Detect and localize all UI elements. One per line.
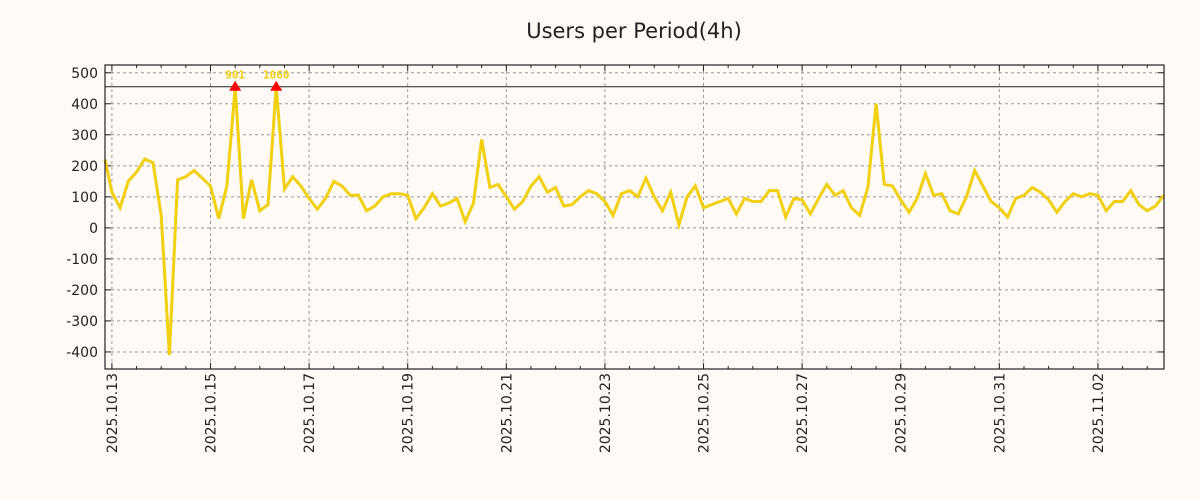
- clipped-peak-marker: [270, 80, 283, 91]
- y-axis: 500 400 300 200 100 0 -100 -200 -300 -400: [66, 66, 1164, 361]
- x-tick-label: 2025.10.19: [401, 373, 417, 453]
- x-tick-label: 2025.10.15: [204, 373, 220, 453]
- y-tick-label: 200: [71, 159, 98, 175]
- grid: [105, 65, 1164, 369]
- y-tick-label: -400: [66, 345, 98, 361]
- y-tick-label: 500: [71, 66, 98, 82]
- clipped-peak-marker: [229, 80, 242, 91]
- peak-value-label: 1060: [263, 69, 290, 82]
- y-tick-label: -300: [66, 314, 98, 330]
- x-tick-label: 2025.10.23: [598, 373, 614, 453]
- data-points: [104, 86, 1164, 356]
- x-tick-label: 2025.10.27: [795, 373, 811, 453]
- x-tick-label: 2025.10.25: [697, 373, 713, 453]
- peak-value-label: 901: [225, 69, 245, 82]
- y-tick-label: -100: [66, 252, 98, 268]
- x-tick-label: 2025.10.21: [499, 373, 515, 453]
- y-tick-label: 400: [71, 97, 98, 113]
- x-axis: 2025.10.13 2025.10.15 2025.10.17 2025.10.19…: [105, 65, 1148, 453]
- x-tick-label: 2025.10.13: [105, 373, 121, 453]
- y-tick-label: -200: [66, 283, 98, 299]
- x-tick-label: 2025.10.17: [302, 373, 318, 453]
- annotations: 901 1060: [225, 69, 289, 91]
- y-tick-label: 300: [71, 128, 98, 144]
- chart-title: Users per Period(4h): [526, 19, 742, 43]
- plot-frame: [104, 64, 1165, 370]
- x-tick-label: 2025.11.02: [1091, 373, 1107, 453]
- series-line-users: [103, 86, 1165, 356]
- y-tick-label: 100: [71, 190, 98, 206]
- x-tick-label: 2025.10.31: [992, 373, 1008, 453]
- x-tick-label: 2025.10.29: [894, 373, 910, 453]
- y-tick-label: 0: [89, 221, 98, 237]
